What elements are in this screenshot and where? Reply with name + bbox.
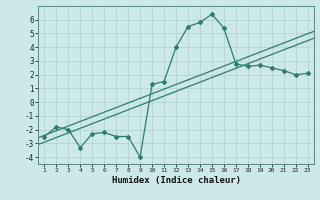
X-axis label: Humidex (Indice chaleur): Humidex (Indice chaleur) bbox=[111, 176, 241, 185]
